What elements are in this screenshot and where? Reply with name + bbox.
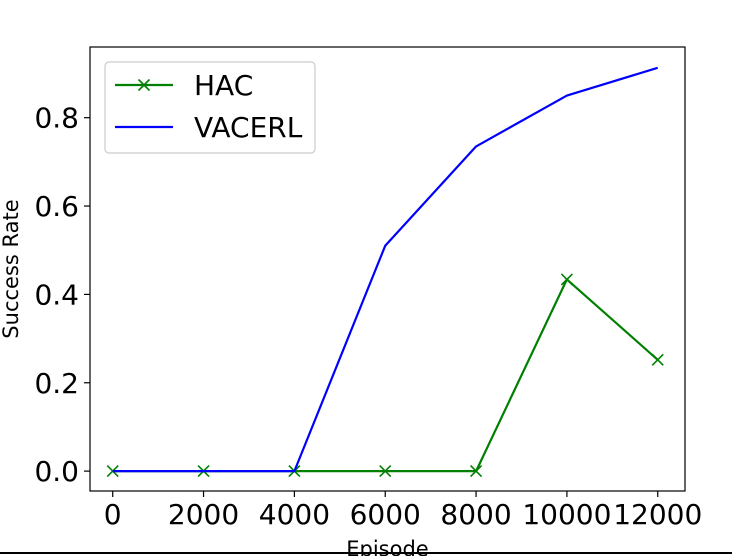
legend: HAC VACERL	[104, 61, 316, 154]
bottom-rule	[0, 552, 732, 554]
x-tick-label: 0	[104, 498, 122, 531]
x-axis-title: Episode	[346, 537, 428, 556]
series-line-vacerl	[112, 66, 659, 473]
x-tick-label: 8000	[440, 498, 511, 531]
x-tick-label: 4000	[259, 498, 330, 531]
x-tick-label: 6000	[350, 498, 421, 531]
y-axis-title: Success Rate	[0, 199, 23, 338]
data-point-hac	[470, 465, 483, 478]
legend-marker-hac	[137, 78, 151, 92]
data-point-hac	[560, 273, 573, 286]
x-tick-label: 10000	[522, 498, 611, 531]
y-tick-label: 0.2	[34, 367, 79, 400]
legend-marker-x	[137, 78, 151, 92]
data-point-hac	[651, 353, 664, 366]
legend-label-vacerl: VACERL	[194, 111, 303, 144]
ticks-layer: 0 2000 4000 6000 8000 10000 12000 0.0 0.2 0.4 0.6 0…	[34, 102, 702, 531]
series-layer	[106, 66, 664, 478]
plot-frame	[89, 46, 686, 492]
y-tick-label: 0.8	[34, 102, 79, 135]
y-tick-label: 0.4	[34, 278, 79, 311]
y-tick-label: 0.6	[34, 190, 79, 223]
legend-label-hac: HAC	[194, 69, 253, 102]
series-line-hac	[112, 278, 659, 473]
x-tick-label: 2000	[168, 498, 239, 531]
y-tick-label: 0.0	[34, 455, 79, 488]
data-point-hac	[379, 465, 392, 478]
x-tick-label: 12000	[613, 498, 702, 531]
